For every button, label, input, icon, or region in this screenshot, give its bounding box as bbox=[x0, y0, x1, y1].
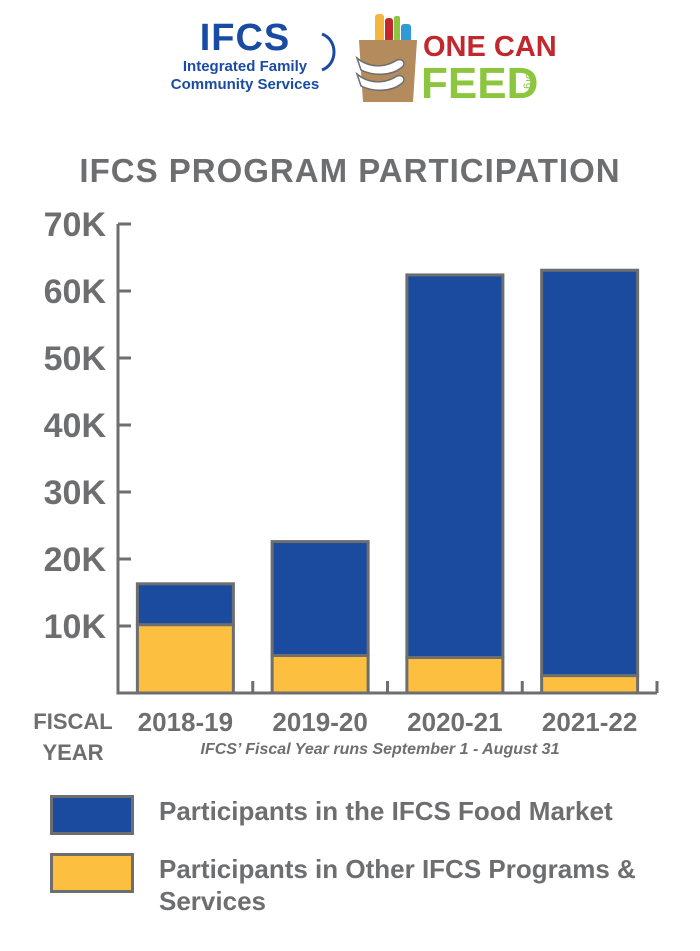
legend-label-food-market: Participants in the IFCS Food Market bbox=[159, 796, 613, 826]
ifcs-name-line2: Community Services bbox=[170, 76, 320, 93]
y-tick-label: 30K bbox=[44, 474, 107, 512]
chart-title: IFCS PROGRAM PARTICIPATION bbox=[79, 152, 621, 189]
y-tick-label: 50K bbox=[44, 340, 107, 378]
bar-other-programs-2021-22 bbox=[540, 674, 640, 695]
bar-food-market-2018-19 bbox=[135, 582, 235, 627]
axis-layer: 2018-19 2019-20 2020-21 2021-22 10K 20K 30K 40K… bbox=[44, 206, 659, 737]
legend-swatch-other-programs bbox=[50, 853, 134, 893]
y-tick-label: 60K bbox=[44, 273, 107, 311]
bar-food-market-2020-21 bbox=[405, 273, 505, 659]
y-tick-label: 20K bbox=[44, 541, 107, 579]
bar-other-programs-2020-21 bbox=[405, 655, 505, 695]
logo-bar: IFCS Integrated Family Community Service… bbox=[0, 0, 700, 120]
x-axis-label-line1: FISCAL bbox=[33, 709, 113, 734]
x-axis-label-line2: YEAR bbox=[42, 740, 104, 765]
one-can-text: ONE CAN bbox=[423, 31, 557, 63]
bars-layer bbox=[135, 268, 640, 695]
x-tick-label: 2018-19 bbox=[138, 707, 233, 737]
y-tick-label: 40K bbox=[44, 407, 107, 445]
legend-item-food-market: Participants in the IFCS Food Market bbox=[50, 795, 659, 835]
bar-food-market-2021-22 bbox=[540, 268, 640, 678]
grocery-bag-icon bbox=[355, 14, 417, 102]
y-tick-label: 10K bbox=[44, 608, 107, 646]
x-tick-label: 2020-21 bbox=[407, 707, 502, 737]
bar-food-market-2019-20 bbox=[270, 540, 370, 657]
x-axis-label: FISCAL YEAR bbox=[28, 706, 118, 768]
y-tick-label: 70K bbox=[44, 206, 107, 244]
bar-other-programs-2018-19 bbox=[135, 623, 235, 695]
x-tick-label: 2021-22 bbox=[542, 707, 637, 737]
one-can-feed-logo: ONE CAN FEED .org bbox=[355, 12, 565, 107]
legend-swatch-food-market bbox=[50, 795, 134, 835]
legend-label-other-programs: Participants in Other IFCS Programs & Se… bbox=[159, 854, 636, 916]
ifcs-name-line1: Integrated Family bbox=[182, 58, 308, 75]
feed-text: FEED bbox=[421, 59, 539, 108]
ifcs-logo: IFCS Integrated Family Community Service… bbox=[150, 18, 340, 108]
fiscal-year-note: IFCS’ Fiscal Year runs September 1 - Aug… bbox=[200, 741, 560, 758]
bar-other-programs-2019-20 bbox=[270, 653, 370, 695]
ifcs-swoosh-icon bbox=[321, 32, 336, 72]
x-tick-label: 2019-20 bbox=[272, 707, 367, 737]
legend-item-other-programs: Participants in Other IFCS Programs & Se… bbox=[50, 853, 659, 917]
ifcs-wordmark: IFCS bbox=[199, 17, 291, 59]
